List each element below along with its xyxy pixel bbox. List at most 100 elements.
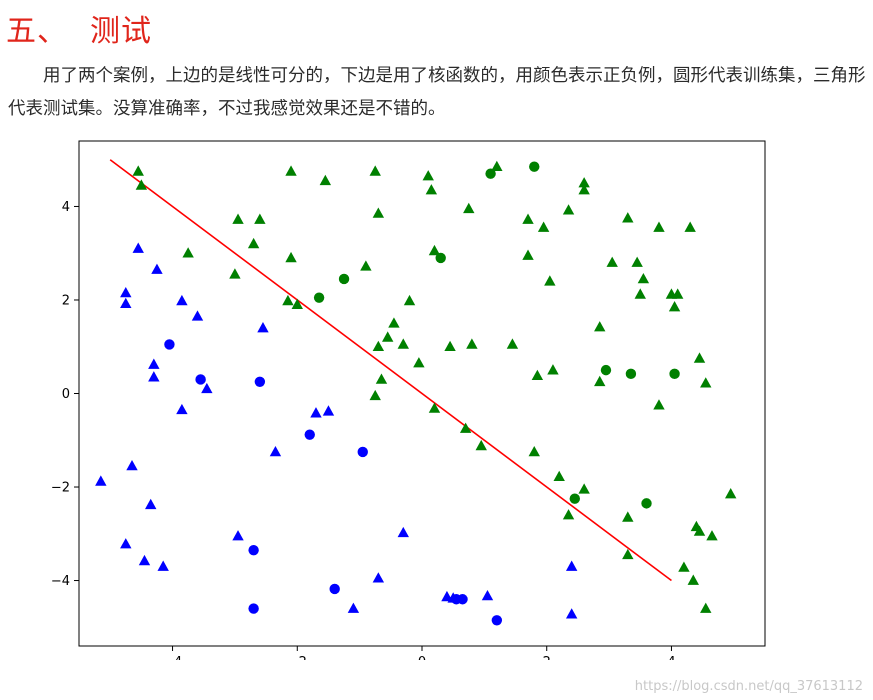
data-point-triangle xyxy=(634,288,646,299)
data-point-triangle xyxy=(491,160,503,172)
data-point-triangle xyxy=(653,399,665,410)
data-point-triangle xyxy=(388,317,400,328)
decision-line xyxy=(109,159,672,582)
data-point-triangle xyxy=(553,470,565,482)
data-point-triangle xyxy=(285,165,297,176)
data-point-triangle xyxy=(120,538,132,549)
data-point-circle xyxy=(357,446,368,458)
data-point-circle xyxy=(669,368,680,380)
data-point-triangle xyxy=(254,213,266,224)
data-point-triangle xyxy=(631,256,643,267)
data-point-triangle xyxy=(319,174,332,186)
y-tick-label: 0 xyxy=(62,387,70,402)
data-point-triangle xyxy=(463,202,475,214)
data-point-triangle xyxy=(725,488,737,499)
data-point-circle xyxy=(195,374,206,385)
data-point-triangle xyxy=(578,483,590,494)
data-point-triangle xyxy=(528,445,540,457)
y-tick-label: 2 xyxy=(62,293,70,308)
data-point-triangle xyxy=(132,242,144,253)
data-point-triangle xyxy=(693,352,706,363)
data-point-triangle xyxy=(422,170,434,181)
data-point-triangle xyxy=(269,445,282,457)
data-point-triangle xyxy=(684,221,696,232)
data-point-triangle xyxy=(459,422,472,433)
data-point-triangle xyxy=(578,177,590,188)
data-point-triangle xyxy=(403,294,416,306)
data-point-triangle xyxy=(282,294,294,306)
data-point-triangle xyxy=(148,371,160,382)
data-point-circle xyxy=(338,273,350,285)
data-point-triangle xyxy=(247,237,260,249)
section-number: 五、 xyxy=(6,14,68,49)
data-point-circle xyxy=(248,544,259,556)
data-point-circle xyxy=(625,368,637,380)
data-point-circle xyxy=(304,429,315,440)
x-tick-label: −4 xyxy=(163,655,182,660)
data-point-triangle xyxy=(562,204,575,215)
data-point-circle xyxy=(164,339,175,350)
data-point-triangle xyxy=(700,377,712,388)
data-point-triangle xyxy=(135,179,148,190)
data-point-triangle xyxy=(594,375,606,387)
data-point-triangle xyxy=(182,247,194,258)
data-point-triangle xyxy=(522,213,534,224)
data-point-triangle xyxy=(547,364,559,375)
data-point-triangle xyxy=(622,212,634,223)
x-tick-label: 4 xyxy=(667,655,675,660)
data-point-triangle xyxy=(671,288,684,299)
data-point-triangle xyxy=(481,589,494,601)
data-point-triangle xyxy=(157,560,169,571)
x-tick-label: −2 xyxy=(288,655,307,660)
data-point-triangle xyxy=(428,402,441,413)
data-point-triangle xyxy=(706,530,718,541)
data-point-triangle xyxy=(257,322,269,333)
data-point-circle xyxy=(485,168,496,179)
data-point-triangle xyxy=(126,459,138,471)
data-point-triangle xyxy=(322,405,335,416)
watermark: https://blog.csdn.net/qq_37613112 xyxy=(634,679,863,694)
data-point-triangle xyxy=(347,602,360,613)
data-point-triangle xyxy=(413,357,425,368)
data-point-triangle xyxy=(372,207,385,218)
data-point-triangle xyxy=(201,382,213,394)
data-point-circle xyxy=(529,161,540,172)
y-tick-label: 4 xyxy=(62,200,70,215)
data-point-circle xyxy=(491,615,503,626)
section-heading: 五、 测试 xyxy=(6,6,152,50)
y-tick-label: −4 xyxy=(51,574,70,589)
data-point-triangle xyxy=(397,526,409,538)
data-point-triangle xyxy=(562,509,575,520)
data-point-triangle xyxy=(132,165,144,176)
data-point-circle xyxy=(457,594,468,605)
data-point-triangle xyxy=(565,608,578,619)
data-point-triangle xyxy=(606,256,618,267)
data-point-triangle xyxy=(622,548,634,560)
data-point-circle xyxy=(248,603,259,614)
data-point-triangle xyxy=(148,358,160,369)
data-point-triangle xyxy=(537,221,550,232)
x-tick-label: 0 xyxy=(418,655,426,660)
data-point-triangle xyxy=(151,263,163,274)
data-point-circle xyxy=(254,376,266,388)
data-point-triangle xyxy=(229,268,241,279)
data-point-triangle xyxy=(565,560,578,571)
data-point-triangle xyxy=(397,338,409,349)
data-point-triangle xyxy=(375,373,388,384)
data-point-triangle xyxy=(291,298,303,309)
data-point-triangle xyxy=(637,272,650,284)
data-point-triangle xyxy=(475,439,487,451)
data-point-triangle xyxy=(622,511,634,522)
data-point-triangle xyxy=(466,338,478,349)
data-point-circle xyxy=(641,498,652,509)
data-point-triangle xyxy=(700,602,712,613)
data-point-circle xyxy=(329,583,340,595)
data-point-triangle xyxy=(120,297,132,309)
data-point-triangle xyxy=(232,530,244,541)
data-point-circle xyxy=(435,252,446,264)
data-point-triangle xyxy=(425,184,438,195)
data-point-triangle xyxy=(360,260,372,271)
data-point-triangle xyxy=(176,294,188,306)
scatter-chart: −4 −2 0 2 4 −4 −2 0 2 4 xyxy=(51,140,766,660)
data-point-triangle xyxy=(310,407,322,418)
